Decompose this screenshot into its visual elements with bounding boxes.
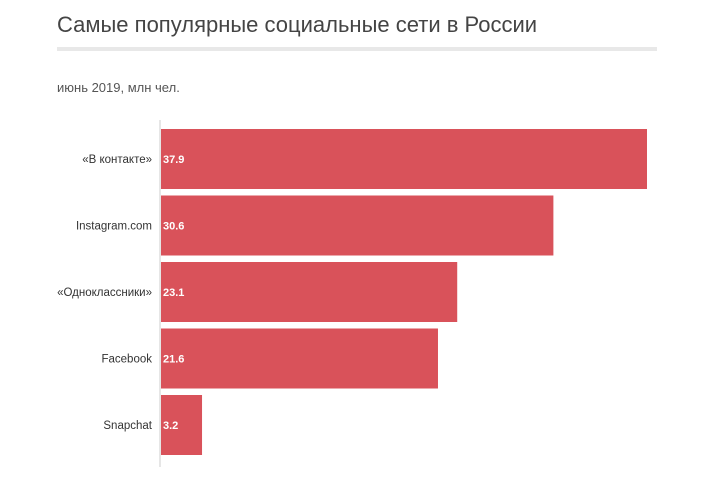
bar-1 (161, 195, 554, 256)
title-divider (57, 47, 657, 51)
bar-0 (161, 129, 647, 189)
category-label-4: Snapchat (103, 420, 152, 432)
bar-4 (161, 395, 203, 455)
chart-subtitle: июнь 2019, млн чел. (57, 80, 180, 95)
value-label-1: 30.6 (163, 221, 184, 233)
bar-3 (161, 328, 438, 389)
chart-title: Самые популярные социальные сети в Росси… (57, 12, 538, 37)
bar-2 (161, 262, 458, 322)
value-label-3: 21.6 (163, 354, 184, 366)
value-label-2: 23.1 (163, 287, 184, 299)
category-label-2: «Одноклассники» (57, 287, 152, 299)
category-label-3: Facebook (101, 354, 152, 366)
value-label-0: 37.9 (163, 154, 184, 166)
category-label-0: «В контакте» (82, 154, 152, 166)
category-label-1: Instagram.com (76, 221, 152, 233)
value-label-4: 3.2 (163, 420, 178, 432)
bars-group: «В контакте» 37.9 Instagram.com 30.6 «Однокл… (57, 129, 647, 455)
